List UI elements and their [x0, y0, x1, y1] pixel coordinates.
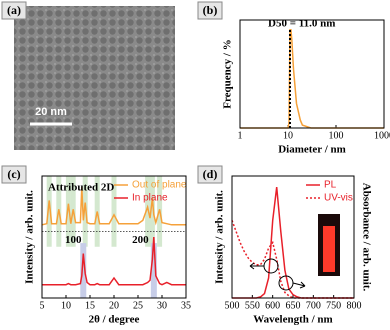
- panel-label-box: [197, 1, 223, 20]
- legend-label: UV-vis: [324, 193, 353, 204]
- legend-label: Out of plane: [132, 180, 187, 191]
- y-axis-label: Frequency / %: [222, 39, 234, 108]
- highlight-band: [80, 243, 87, 298]
- y-axis-label: Intensity / arb. unit.: [24, 190, 36, 284]
- x-tick-label: 5: [40, 300, 45, 311]
- x-tick-label: 800: [347, 300, 362, 311]
- highlight-band: [149, 176, 155, 247]
- legend-label: PL: [324, 180, 337, 191]
- peak-label: 100: [65, 234, 82, 246]
- d50-label: D50 = 11.0 nm: [268, 18, 335, 30]
- x-tick-label: 650: [286, 300, 301, 311]
- highlight-band: [145, 176, 151, 247]
- x-tick-label: 20: [109, 300, 119, 311]
- x-tick-label: 25: [133, 300, 143, 311]
- data-line: [42, 236, 186, 286]
- x-tick-label: 10: [61, 300, 71, 311]
- x-tick-label: 30: [157, 300, 167, 311]
- x-axis-label: 2θ / degree: [89, 314, 140, 326]
- panel-label: (c): [7, 167, 20, 181]
- x-tick-label: 1: [238, 130, 243, 141]
- panel-label-box: [1, 165, 27, 184]
- data-line: [41, 187, 186, 226]
- x-tick-label: 550: [245, 300, 260, 311]
- x-tick-label: 500: [225, 300, 240, 311]
- vial-glow: [323, 226, 335, 272]
- marker-circle: [263, 258, 279, 274]
- tem-image: [14, 6, 175, 150]
- legend-label: In plane: [132, 193, 168, 204]
- panel-label-box: [1, 1, 27, 20]
- data-line: [240, 29, 384, 129]
- y-axis-label: Intensity / arb. unit.: [214, 190, 226, 284]
- x-axis-label: Wavelength / nm: [253, 314, 332, 326]
- peak-label: 200: [132, 234, 149, 246]
- x-tick-label: 35: [181, 300, 191, 311]
- panel-label: (d): [203, 167, 218, 181]
- scale-bar-label: 20 nm: [35, 106, 67, 118]
- highlight-band: [111, 176, 117, 247]
- panel-label: (a): [7, 3, 21, 17]
- x-tick-label: 750: [326, 300, 341, 311]
- x-axis-label: Diameter / nm: [278, 144, 346, 156]
- x-tick-label: 100: [329, 130, 344, 141]
- plot-frame: [41, 175, 187, 299]
- plot-frame: [231, 175, 355, 299]
- highlight-band: [65, 176, 71, 247]
- arrow: [249, 262, 264, 270]
- plot-frame: [239, 19, 385, 129]
- highlight-band: [46, 176, 52, 247]
- arrow: [292, 281, 306, 289]
- x-tick-label: 15: [85, 300, 95, 311]
- x-tick-label: 10: [283, 130, 293, 141]
- x-tick-label: 600: [265, 300, 280, 311]
- panel-label-box: [197, 165, 223, 184]
- highlight-band: [150, 243, 157, 298]
- panel-label: (b): [203, 3, 218, 17]
- x-tick-label: 1000: [374, 130, 390, 141]
- x-tick-label: 700: [306, 300, 321, 311]
- highlight-band: [82, 176, 88, 247]
- y2-axis-label: Absorbance / arb. unit.: [360, 183, 372, 292]
- annotation: Attributed 2D: [48, 182, 114, 194]
